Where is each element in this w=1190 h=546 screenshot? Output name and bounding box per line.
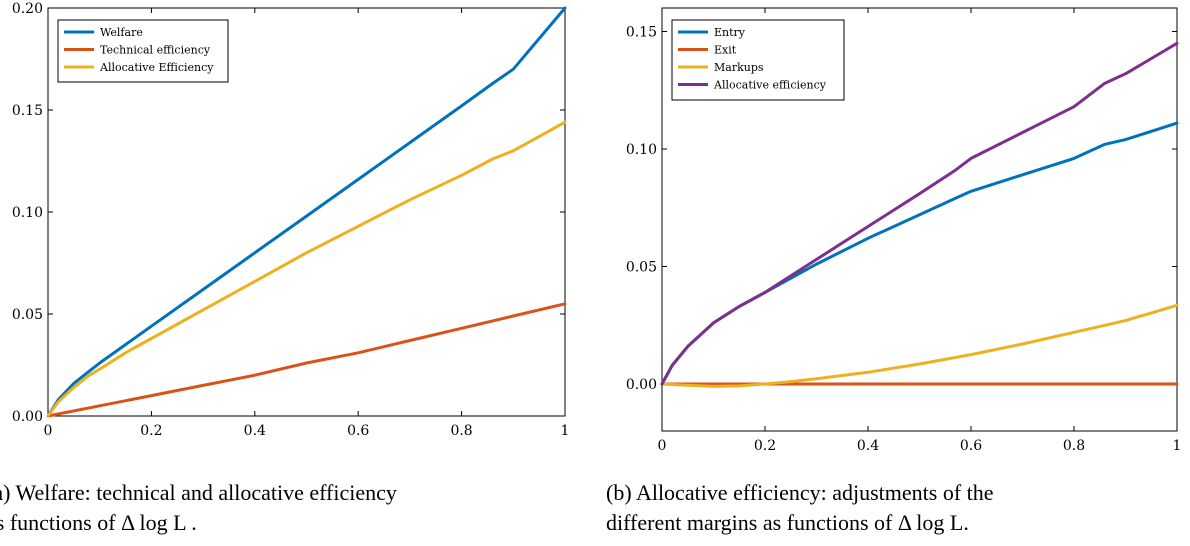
y-tick-label-a: 0.20 (12, 1, 43, 17)
legend-entry: Technical efficiency (100, 44, 211, 57)
series-line-welfare (46, 6, 567, 418)
series-line-markups (660, 303, 1179, 388)
x-tick-label-b: 0.8 (1063, 438, 1085, 454)
y-tick-label-a: 0.05 (12, 307, 43, 323)
x-tick-label-b: 0 (658, 438, 667, 454)
legend-entry: Markups (714, 61, 764, 74)
caption-b-line2: different margins as functions of Δ log … (606, 510, 969, 535)
y-tick-label-a: 0.10 (12, 205, 43, 221)
y-tick-label-b: 0.10 (626, 142, 657, 158)
series-line-allocative-efficiency (46, 120, 567, 418)
legend-a: Welfare Technical efficiency Allocative Ef… (57, 19, 229, 83)
series-line-entry (660, 121, 1179, 386)
x-tick-label-b: 0.6 (960, 438, 982, 454)
plot-frame-b (661, 7, 1178, 432)
caption-b: (b) Allocative efficiency: adjustments o… (606, 478, 994, 538)
y-tick-label-b: 0.15 (626, 25, 657, 41)
caption-a: (a) Welfare: technical and allocative ef… (0, 478, 397, 538)
caption-a-line2: as functions of Δ log L . (0, 510, 197, 535)
legend-entry: Welfare (100, 26, 143, 39)
y-tick-label-a: 0.15 (12, 103, 43, 119)
caption-b-line1: (b) Allocative efficiency: adjustments o… (606, 480, 994, 505)
x-tick-label-b: 0.4 (857, 438, 879, 454)
y-tick-label-b: 0.00 (626, 377, 657, 393)
legend-entry: Entry (714, 26, 746, 39)
x-tick-label-a: 0 (44, 423, 53, 439)
y-tick-label-a: 0.00 (12, 409, 43, 425)
y-tick-label-b: 0.05 (626, 260, 657, 276)
chart-panel-b: 0 0.2 0.4 0.6 0.8 1 0.00 0.05 0.10 0.15 Entry Exit M… (626, 7, 1182, 454)
x-tick-label-b: 1 (1173, 438, 1182, 454)
chart-panel-a: 0 0.2 0.4 0.6 0.8 1 0.00 0.05 0.10 0.15 0.20 Welfar… (12, 1, 570, 439)
x-tick-label-b: 0.2 (754, 438, 776, 454)
x-tick-label-a: 0.2 (140, 423, 162, 439)
series-line-allocative-efficiency (660, 41, 1179, 386)
x-tick-label-a: 1 (561, 423, 570, 439)
legend-entry: Allocative efficiency (713, 79, 827, 92)
x-tick-label-a: 0.4 (244, 423, 266, 439)
caption-a-line1: (a) Welfare: technical and allocative ef… (0, 480, 397, 505)
legend-entry: Allocative Efficiency (99, 61, 214, 74)
x-tick-label-a: 0.6 (347, 423, 369, 439)
series-line-technical-efficiency (46, 302, 567, 418)
legend-entry: Exit (714, 44, 737, 57)
legend-b: Entry Exit Markups Allocative efficiency (671, 19, 845, 101)
x-tick-label-a: 0.8 (450, 423, 472, 439)
